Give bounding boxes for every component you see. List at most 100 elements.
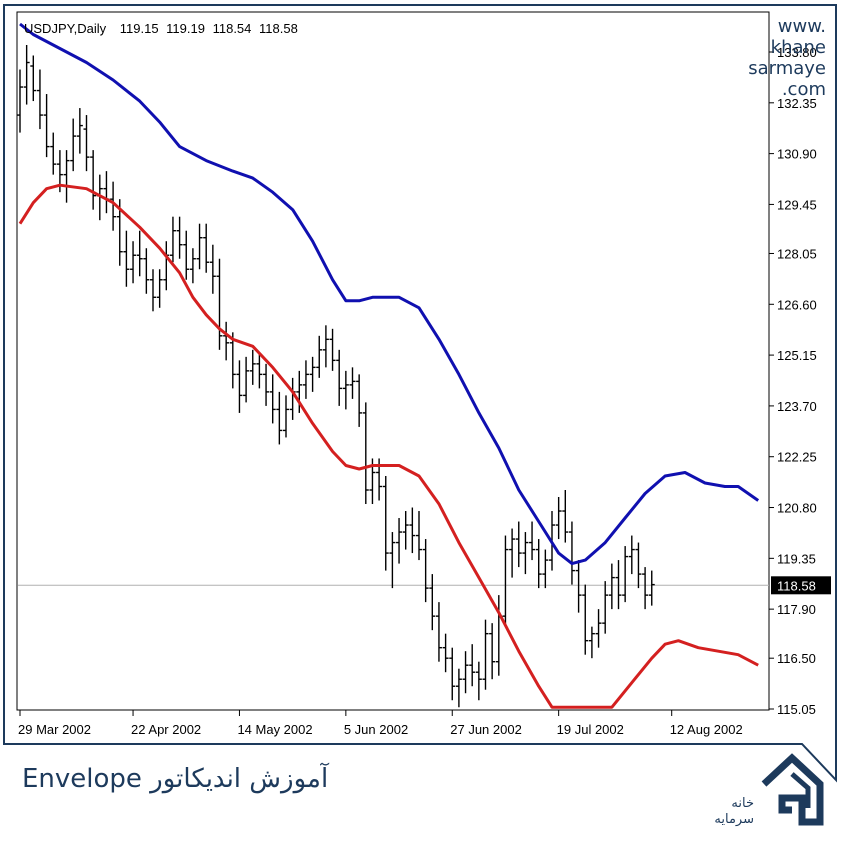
y-axis: 133.80 132.35 130.90 129.45 128.05 126.60 125.… xyxy=(769,45,817,717)
ohlc-bar xyxy=(223,321,230,361)
ohlc-bar xyxy=(17,69,23,133)
ohlc-bar xyxy=(442,633,449,673)
outer-frame xyxy=(3,4,837,783)
ohlc-bar xyxy=(635,542,642,589)
ohlc-bar xyxy=(209,244,216,294)
ohlc-bar xyxy=(23,44,30,105)
y-tick-label: 122.25 xyxy=(777,450,817,465)
ohlc-bar xyxy=(316,335,323,378)
ohlc-bar xyxy=(156,269,163,308)
y-tick-label: 126.60 xyxy=(777,297,817,312)
ohlc-bar xyxy=(542,549,549,589)
y-tick-label: 119.35 xyxy=(777,551,816,566)
ohlc-bar xyxy=(529,521,536,561)
ohlc-bar xyxy=(169,216,176,263)
y-tick-label: 125.15 xyxy=(777,348,817,363)
ohlc-bar xyxy=(555,497,562,540)
ohlc-bar xyxy=(203,223,210,273)
y-tick-label: 133.80 xyxy=(777,45,817,60)
y-tick-label: 129.45 xyxy=(777,197,817,212)
ohlc-bar xyxy=(416,511,422,561)
ohlc-bar xyxy=(276,391,283,445)
ohlc-bar xyxy=(309,356,316,392)
y-tick-label: 116.50 xyxy=(777,651,816,666)
ohlc-bar xyxy=(475,661,482,701)
ohlc-bar xyxy=(110,181,117,231)
caption-title: آموزش اندیکاتور Envelope xyxy=(22,764,329,794)
ohlc-bar xyxy=(648,570,655,606)
ohlc-bar xyxy=(36,69,43,130)
ohlc-bar xyxy=(502,535,509,627)
ohlc-bar xyxy=(362,402,369,505)
ohlc-bar xyxy=(336,349,343,406)
ohlc-bar xyxy=(608,563,615,610)
x-tick-label: 29 Mar 2002 xyxy=(18,722,91,737)
open-value: 119.15 xyxy=(120,21,159,36)
x-tick-label: 19 Jul 2002 xyxy=(557,722,624,737)
ohlc-bar xyxy=(63,150,70,203)
ohlc-bar xyxy=(562,490,569,543)
ohlc-bar xyxy=(642,567,649,610)
x-tick-label: 22 Apr 2002 xyxy=(131,722,201,737)
y-tick-label: 120.80 xyxy=(777,501,817,516)
ohlc-bar xyxy=(622,546,629,603)
ohlc-bar xyxy=(429,574,436,631)
watermark: www. khane sarmaye .com xyxy=(748,16,826,100)
ohlc-bar xyxy=(489,623,496,680)
ohlc-bar xyxy=(263,363,270,406)
ohlc-bar xyxy=(469,644,476,687)
ohlc-bar xyxy=(356,374,363,427)
ohlc-bar xyxy=(615,560,622,610)
ohlc-bar xyxy=(196,223,203,270)
ohlc-bar xyxy=(435,602,442,662)
ohlc-bar xyxy=(455,668,462,708)
ohlc-bar xyxy=(582,584,589,655)
ohlc-bar xyxy=(349,367,356,399)
plot-area xyxy=(16,11,770,711)
ohlc-bar xyxy=(143,248,150,294)
brand-name: خانه سرمایه xyxy=(690,796,754,828)
low-value: 118.54 xyxy=(213,21,252,36)
ohlc-bar xyxy=(462,651,469,694)
price-bars xyxy=(17,44,655,708)
high-value: 119.19 xyxy=(166,21,205,36)
watermark-line: sarmaye xyxy=(748,58,826,79)
y-tick-label: 117.90 xyxy=(777,602,816,617)
ohlc-bar xyxy=(283,395,289,438)
brand-logo-icon xyxy=(761,753,824,826)
watermark-line: .com xyxy=(781,79,826,100)
ohlc-bar xyxy=(76,108,83,154)
ohlc-bar xyxy=(602,581,609,634)
brand-line: سرمایه xyxy=(714,812,754,827)
ohlc-bar xyxy=(509,528,516,578)
current-price-tag-bg xyxy=(771,576,831,595)
ohlc-bar xyxy=(30,55,37,102)
ohlc-bar xyxy=(342,370,349,410)
x-tick-label: 12 Aug 2002 xyxy=(670,722,743,737)
ohlc-bar xyxy=(382,475,389,571)
ohlc-bar xyxy=(402,511,409,550)
ohlc-bar xyxy=(389,532,396,589)
ohlc-bar xyxy=(189,248,196,284)
x-axis: 29 Mar 2002 22 Apr 2002 14 May 2002 5 Jun 2… xyxy=(18,710,743,737)
ohlc-bar xyxy=(176,216,183,259)
ohlc-bar xyxy=(123,230,130,287)
ohlc-bar xyxy=(43,94,50,158)
ohlc-bar xyxy=(183,230,190,280)
ohlc-bar xyxy=(409,507,416,554)
ohlc-bar xyxy=(522,532,529,575)
y-tick-label: 132.35 xyxy=(777,96,817,111)
ohlc-bar xyxy=(90,150,97,210)
ohlc-bar xyxy=(70,118,77,172)
x-tick-label: 27 Jun 2002 xyxy=(450,722,522,737)
watermark-line: khane xyxy=(770,37,826,58)
ohlc-bar xyxy=(216,258,223,350)
ohlc-bar xyxy=(243,356,250,403)
ohlc-bar xyxy=(50,132,57,175)
ohlc-bar xyxy=(136,230,143,277)
brand-line: خانه xyxy=(731,796,754,811)
chart-header: USDJPY,Daily 119.15 119.19 118.54 118.58 xyxy=(24,21,298,36)
ohlc-bar xyxy=(482,619,489,690)
ohlc-bar xyxy=(296,370,303,413)
